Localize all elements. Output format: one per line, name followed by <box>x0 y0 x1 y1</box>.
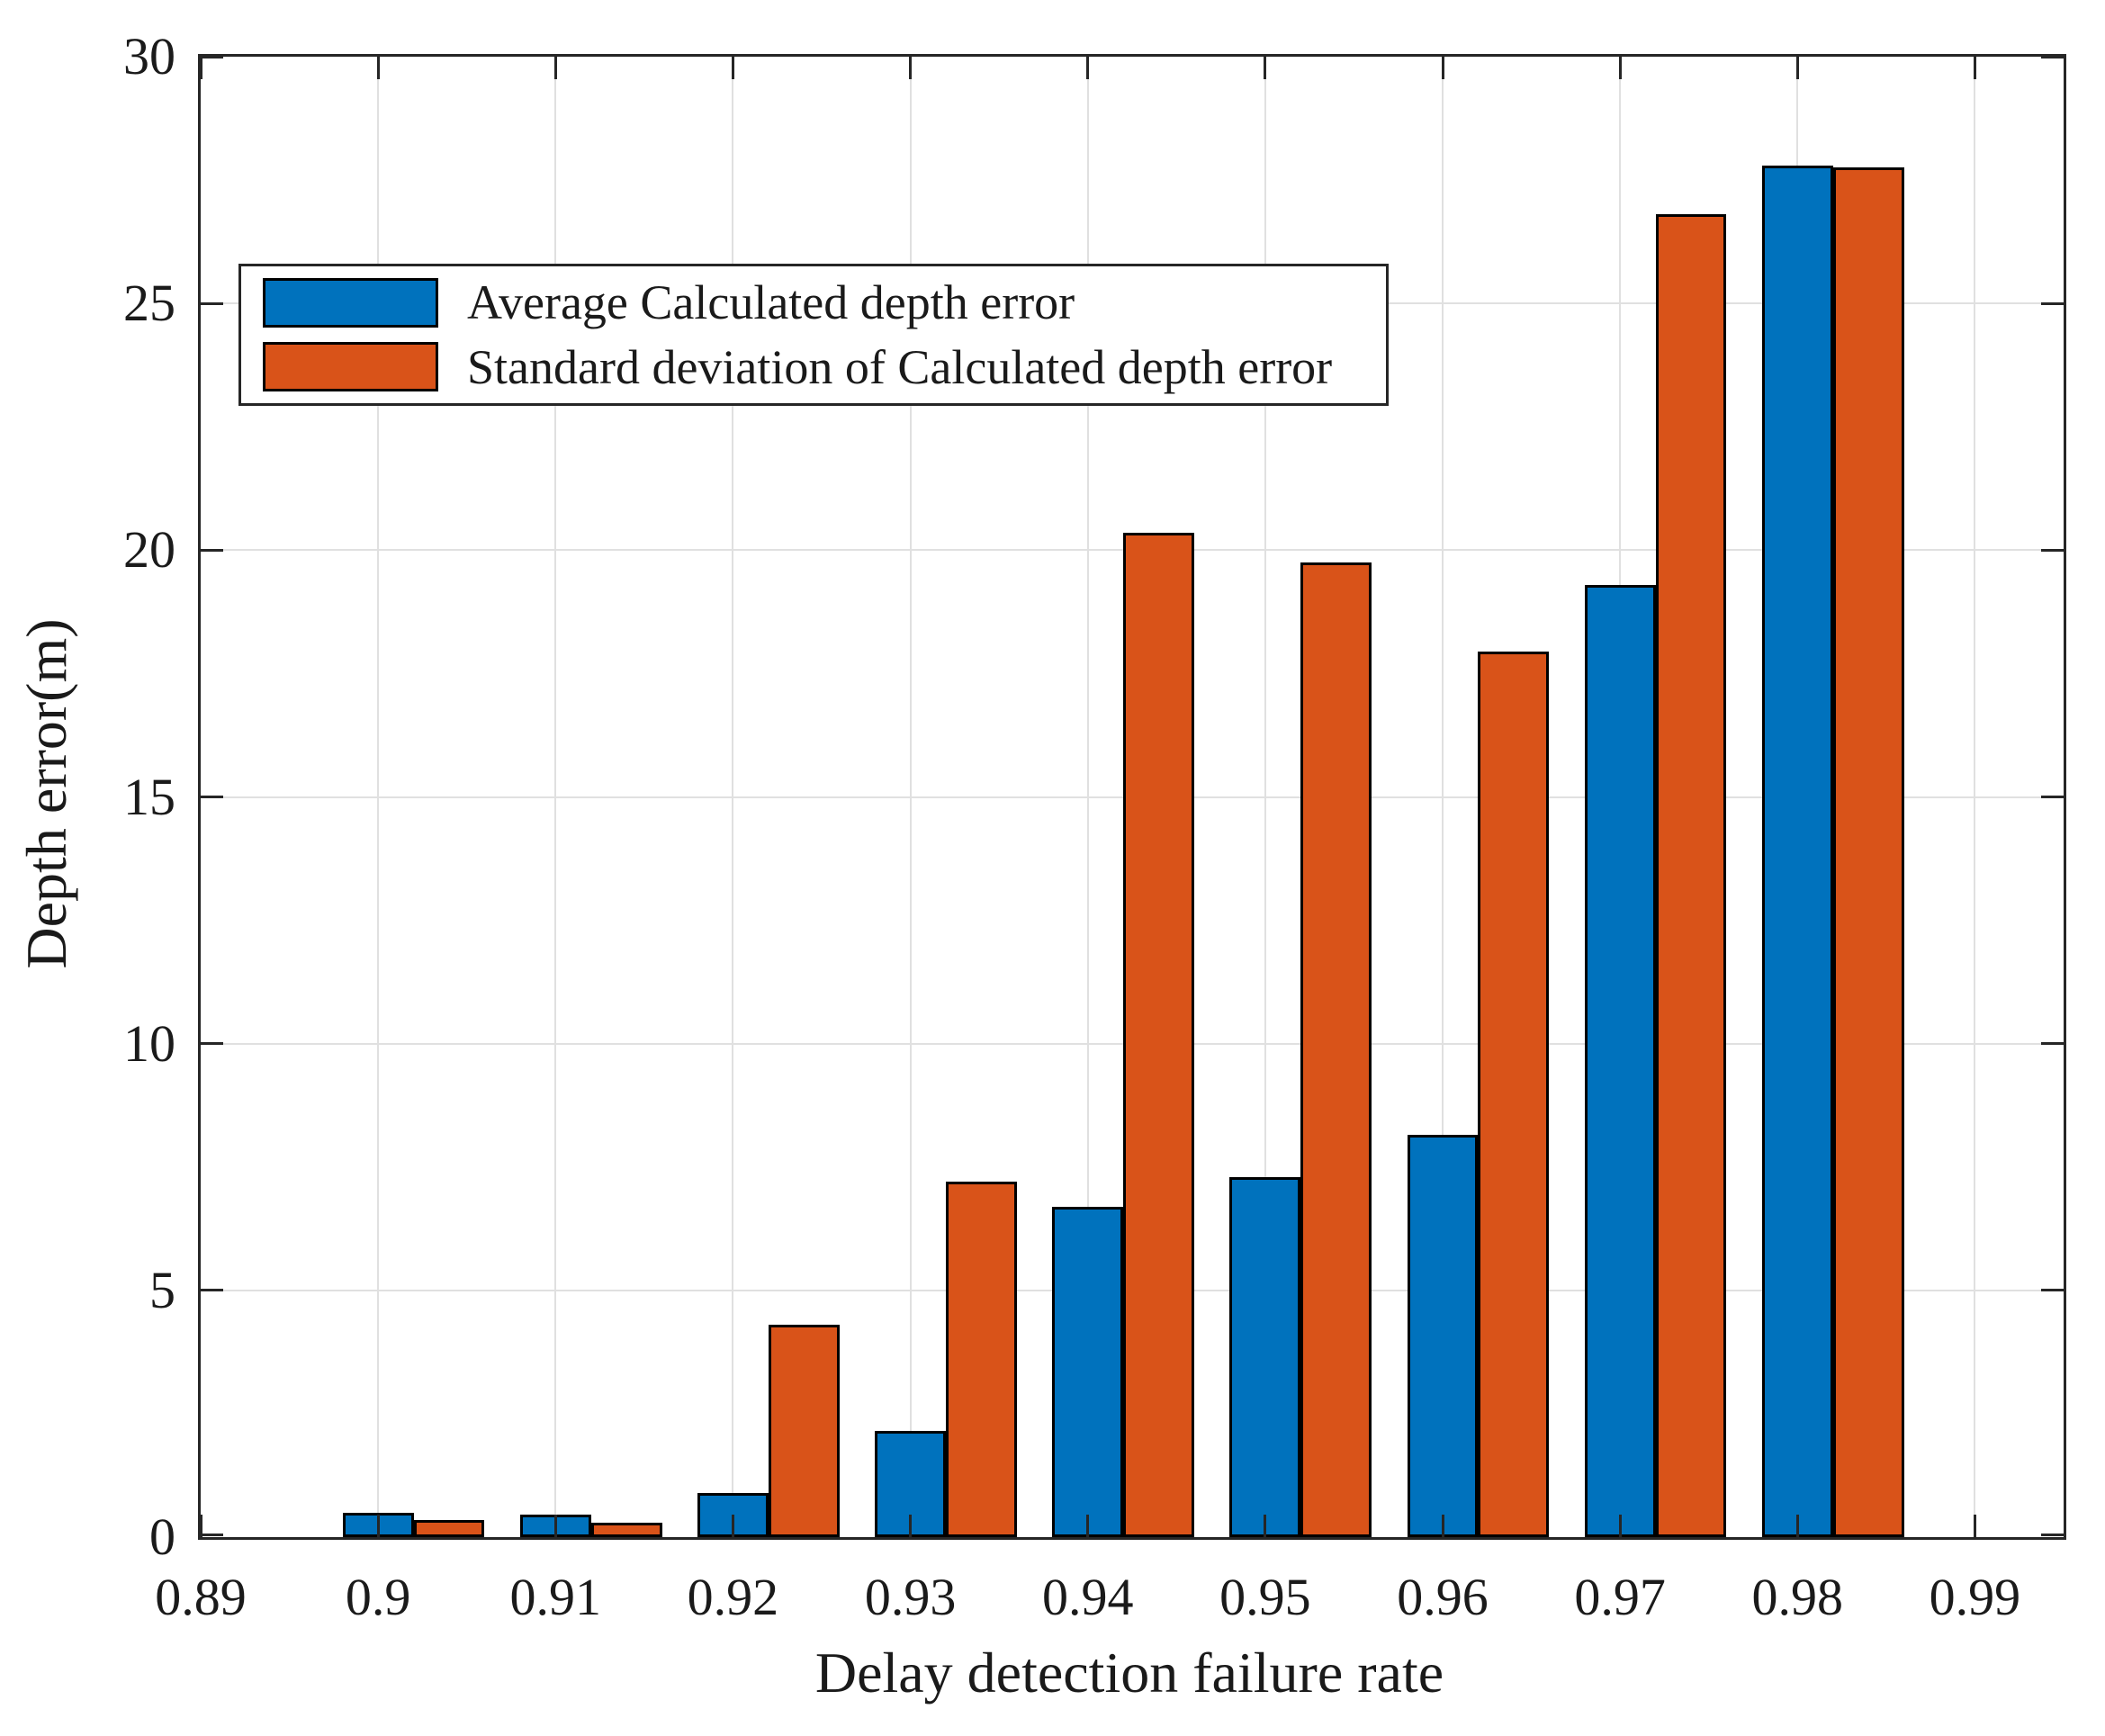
tick-x-bottom-0.93 <box>909 1515 913 1537</box>
tick-y-right-5 <box>2041 1289 2064 1292</box>
tick-x-bottom-0.98 <box>1795 1515 1799 1537</box>
x-tick-label-0.89: 0.89 <box>155 1568 247 1626</box>
tick-x-top-0.89 <box>199 57 202 79</box>
y-tick-label-25: 25 <box>123 274 175 333</box>
tick-x-top-0.98 <box>1795 57 1799 79</box>
x-tick-label-0.96: 0.96 <box>1397 1568 1489 1626</box>
x-tick-label-0.9: 0.9 <box>345 1568 411 1626</box>
tick-x-top-0.91 <box>553 57 557 79</box>
x-tick-label-0.98: 0.98 <box>1751 1568 1844 1626</box>
tick-y-left-10 <box>201 1042 223 1046</box>
tick-x-top-0.92 <box>731 57 734 79</box>
y-tick-label-30: 30 <box>123 27 175 85</box>
tick-y-right-15 <box>2041 796 2064 798</box>
tick-x-bottom-0.9 <box>376 1515 380 1537</box>
x-tick-label-0.91: 0.91 <box>509 1568 602 1626</box>
bar-avg-0.95 <box>1229 1176 1301 1537</box>
x-tick-label-0.95: 0.95 <box>1219 1568 1311 1626</box>
bar-avg-0.94 <box>1052 1206 1124 1537</box>
tick-x-bottom-0.99 <box>1973 1515 1976 1537</box>
tick-y-left-20 <box>201 548 223 552</box>
x-tick-label-0.93: 0.93 <box>864 1568 957 1626</box>
tick-x-top-0.93 <box>909 57 913 79</box>
x-tick-label-0.99: 0.99 <box>1929 1568 2021 1626</box>
bar-std-0.9 <box>413 1519 485 1537</box>
tick-y-right-0 <box>2041 1533 2064 1536</box>
tick-y-left-30 <box>201 55 223 58</box>
legend-entry-stddev: Standard deviation of Calculated depth e… <box>263 339 1386 395</box>
bar-std-0.93 <box>946 1182 1017 1537</box>
tick-x-bottom-0.89 <box>199 1515 202 1537</box>
tick-x-bottom-0.92 <box>731 1515 734 1537</box>
bar-std-0.92 <box>768 1325 840 1537</box>
tick-x-bottom-0.94 <box>1086 1515 1090 1537</box>
tick-x-top-0.99 <box>1973 57 1976 79</box>
legend-swatch-average-icon <box>263 277 438 328</box>
tick-x-top-0.95 <box>1264 57 1267 79</box>
tick-x-top-0.96 <box>1441 57 1444 79</box>
tick-y-left-5 <box>201 1289 223 1292</box>
legend-entry-average: Average Calculated depth error <box>263 274 1386 330</box>
tick-y-left-25 <box>201 301 223 305</box>
bar-std-0.97 <box>1655 214 1727 1537</box>
tick-x-bottom-0.96 <box>1441 1515 1444 1537</box>
tick-y-left-0 <box>201 1533 223 1536</box>
bar-std-0.94 <box>1123 533 1194 1537</box>
bar-std-0.98 <box>1832 167 1904 1537</box>
tick-x-bottom-0.97 <box>1618 1515 1622 1537</box>
legend: Average Calculated depth error Standard … <box>238 264 1389 406</box>
x-axis-label: Delay detection failure rate <box>814 1641 1444 1705</box>
tick-y-right-20 <box>2041 548 2064 552</box>
legend-swatch-stddev-icon <box>263 342 438 392</box>
tick-y-right-25 <box>2041 301 2064 305</box>
x-tick-label-0.94: 0.94 <box>1041 1568 1134 1626</box>
y-axis-label: Depth error(m) <box>14 618 78 969</box>
tick-y-right-30 <box>2041 55 2064 58</box>
y-tick-label-0: 0 <box>149 1507 175 1566</box>
bar-std-0.91 <box>590 1522 662 1537</box>
legend-label-average: Average Calculated depth error <box>467 275 1075 330</box>
x-tick-label-0.97: 0.97 <box>1574 1568 1666 1626</box>
y-tick-label-5: 5 <box>149 1260 175 1319</box>
tick-x-top-0.97 <box>1618 57 1622 79</box>
y-tick-label-20: 20 <box>123 520 175 580</box>
tick-x-top-0.9 <box>376 57 380 79</box>
tick-y-left-15 <box>201 796 223 798</box>
tick-x-top-0.94 <box>1086 57 1090 79</box>
x-tick-label-0.92: 0.92 <box>687 1568 779 1626</box>
bar-avg-0.97 <box>1584 584 1656 1537</box>
tick-x-bottom-0.91 <box>553 1515 557 1537</box>
bar-std-0.96 <box>1478 651 1550 1537</box>
bar-std-0.95 <box>1300 562 1372 1537</box>
y-tick-label-10: 10 <box>123 1013 175 1073</box>
y-tick-label-15: 15 <box>123 767 175 826</box>
bar-avg-0.96 <box>1407 1135 1479 1537</box>
tick-x-bottom-0.95 <box>1264 1515 1267 1537</box>
tick-y-right-10 <box>2041 1042 2064 1046</box>
bar-avg-0.98 <box>1761 165 1833 1537</box>
legend-label-stddev: Standard deviation of Calculated depth e… <box>467 339 1333 394</box>
